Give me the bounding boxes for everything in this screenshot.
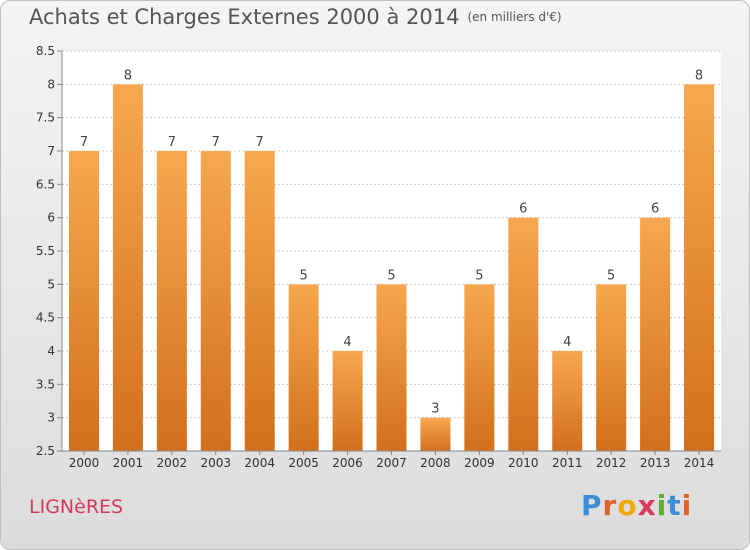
x-tick-label-2001: 2001	[113, 456, 144, 470]
data-label-2013: 6	[651, 202, 659, 217]
y-tick-label: 6.5	[36, 177, 55, 191]
data-label-2006: 4	[343, 335, 351, 350]
data-label-2003: 7	[212, 135, 220, 150]
bar-2010[interactable]	[508, 217, 539, 451]
proxiti-logo[interactable]: Proxiti	[581, 489, 692, 522]
y-tick-label: 5	[47, 277, 55, 291]
data-label-2007: 5	[387, 268, 395, 283]
logo-letter: o	[617, 489, 638, 522]
town-name: LIGNèRES	[29, 496, 124, 518]
x-tick-label-2004: 2004	[244, 456, 275, 470]
logo-letter: i	[681, 489, 693, 522]
x-tick-label-2014: 2014	[684, 456, 715, 470]
data-label-2001: 8	[124, 68, 132, 83]
y-tick-label: 4	[47, 344, 55, 358]
data-label-2000: 7	[80, 135, 88, 150]
bar-2011[interactable]	[552, 351, 583, 451]
data-label-2009: 5	[475, 268, 483, 283]
bar-2004[interactable]	[244, 151, 275, 451]
logo-letter: t	[667, 489, 682, 522]
x-tick-label-2006: 2006	[332, 456, 363, 470]
bar-2000[interactable]	[68, 151, 99, 451]
bar-2007[interactable]	[376, 284, 407, 451]
x-tick-label-2003: 2003	[200, 456, 231, 470]
chart-title-text: Achats et Charges Externes 2000 à 2014	[29, 5, 460, 29]
data-label-2014: 8	[695, 68, 703, 83]
bar-2005[interactable]	[288, 284, 319, 451]
logo-letter: r	[602, 489, 618, 522]
y-tick-label: 3	[47, 411, 55, 425]
y-tick-label: 4.5	[36, 311, 55, 325]
bar-2014[interactable]	[684, 84, 715, 451]
x-tick-label-2009: 2009	[464, 456, 495, 470]
data-label-2010: 6	[519, 202, 527, 217]
bar-2013[interactable]	[640, 217, 671, 451]
bar-2009[interactable]	[464, 284, 495, 451]
data-label-2012: 5	[607, 268, 615, 283]
data-label-2005: 5	[299, 268, 307, 283]
bar-2012[interactable]	[596, 284, 627, 451]
x-tick-label-2002: 2002	[157, 456, 188, 470]
x-tick-label-2012: 2012	[596, 456, 627, 470]
y-tick-label: 6	[47, 211, 55, 225]
x-tick-label-2008: 2008	[420, 456, 451, 470]
logo-letter: P	[581, 489, 603, 522]
chart-title: Achats et Charges Externes 2000 à 2014 (e…	[29, 5, 562, 29]
data-label-2002: 7	[168, 135, 176, 150]
x-tick-label-2013: 2013	[640, 456, 671, 470]
data-label-2011: 4	[563, 335, 571, 350]
logo-letter: x	[637, 489, 657, 522]
bar-2008[interactable]	[420, 417, 451, 451]
x-tick-label-2010: 2010	[508, 456, 539, 470]
y-tick-label: 7.5	[36, 111, 55, 125]
bar-2003[interactable]	[200, 151, 231, 451]
x-tick-label-2000: 2000	[69, 456, 100, 470]
bar-2002[interactable]	[156, 151, 187, 451]
y-tick-label: 3.5	[36, 377, 55, 391]
x-tick-label-2011: 2011	[552, 456, 583, 470]
bar-2001[interactable]	[112, 84, 143, 451]
bar-2006[interactable]	[332, 351, 363, 451]
chart-unit: (en milliers d'€)	[467, 10, 562, 24]
x-tick-label-2005: 2005	[288, 456, 319, 470]
data-label-2004: 7	[256, 135, 264, 150]
y-tick-label: 8.5	[36, 44, 55, 58]
y-tick-label: 8	[47, 77, 55, 91]
data-label-2008: 3	[431, 402, 439, 417]
y-tick-label: 7	[47, 144, 55, 158]
y-tick-label: 5.5	[36, 244, 55, 258]
logo-letter: i	[656, 489, 668, 522]
y-tick-label: 2.5	[36, 444, 55, 458]
x-tick-label-2007: 2007	[376, 456, 407, 470]
